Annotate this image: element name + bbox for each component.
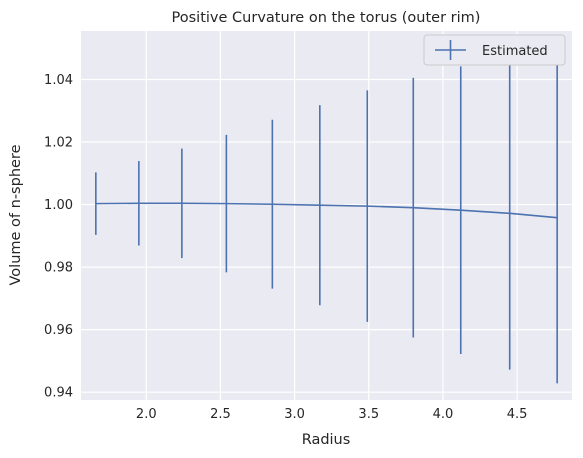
chart-title: Positive Curvature on the torus (outer r… (172, 10, 481, 26)
y-tick-label: 0.98 (44, 261, 73, 276)
x-tick-label: 3.0 (284, 407, 305, 422)
y-tick-label: 0.96 (44, 323, 73, 338)
y-tick-label: 1.00 (44, 198, 73, 213)
grid-lines (81, 31, 572, 400)
y-tick-labels: 0.94 0.96 0.98 1.00 1.02 1.04 (44, 73, 73, 401)
y-axis-label: Volume of n-sphere (8, 144, 24, 285)
plot-background (81, 31, 572, 400)
legend: Estimated (423, 34, 566, 66)
y-tick-label: 0.94 (44, 386, 73, 401)
y-tick-label: 1.04 (44, 73, 73, 88)
y-tick-label: 1.02 (44, 136, 73, 151)
legend-label-estimated: Estimated (482, 44, 548, 59)
x-axis-label: Radius (302, 432, 351, 448)
legend-box (423, 34, 566, 66)
x-tick-label: 4.0 (433, 407, 454, 422)
x-tick-label: 2.0 (136, 407, 157, 422)
x-tick-labels: 2.0 2.5 3.0 3.5 4.0 4.5 (136, 407, 528, 422)
x-tick-label: 4.5 (507, 407, 528, 422)
series-layer (95, 51, 558, 384)
x-tick-label: 2.5 (210, 407, 231, 422)
x-tick-label: 3.5 (358, 407, 379, 422)
